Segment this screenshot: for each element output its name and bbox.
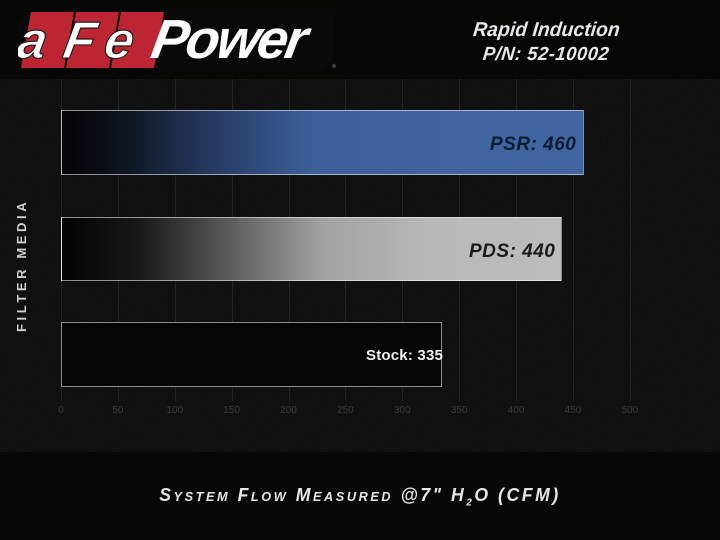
svg-text:Power: Power: [147, 8, 316, 70]
